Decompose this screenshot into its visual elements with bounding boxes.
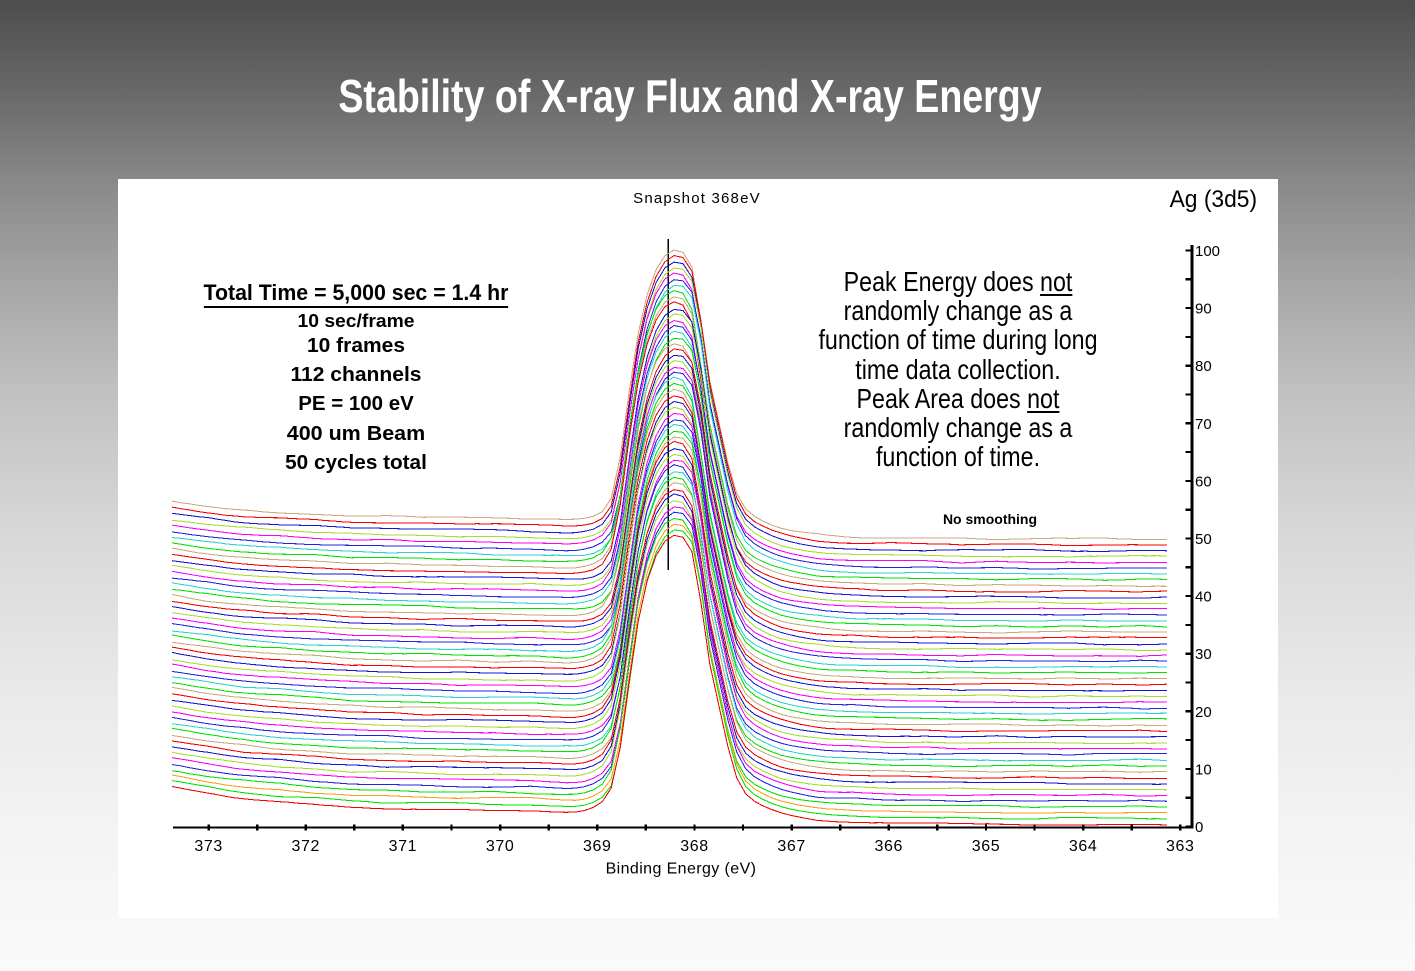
svg-text:80: 80 <box>1195 358 1212 375</box>
svg-text:365: 365 <box>972 838 1001 855</box>
svg-text:60: 60 <box>1195 473 1212 490</box>
svg-text:10: 10 <box>1195 761 1212 778</box>
svg-text:369: 369 <box>583 838 612 855</box>
svg-text:372: 372 <box>292 838 321 855</box>
svg-text:367: 367 <box>777 838 806 855</box>
svg-text:366: 366 <box>875 838 904 855</box>
svg-text:363: 363 <box>1166 838 1195 855</box>
svg-text:373: 373 <box>194 838 223 855</box>
svg-text:100: 100 <box>1195 243 1220 260</box>
svg-text:368: 368 <box>680 838 709 855</box>
svg-text:20: 20 <box>1195 704 1212 721</box>
svg-text:70: 70 <box>1195 416 1212 433</box>
svg-text:370: 370 <box>486 838 514 855</box>
svg-text:40: 40 <box>1195 589 1212 606</box>
svg-text:371: 371 <box>389 838 418 855</box>
svg-text:30: 30 <box>1195 646 1212 663</box>
svg-text:90: 90 <box>1195 301 1212 318</box>
svg-text:50: 50 <box>1195 531 1212 548</box>
svg-text:Binding Energy (eV): Binding Energy (eV) <box>606 861 757 878</box>
svg-text:0: 0 <box>1195 819 1203 836</box>
svg-text:364: 364 <box>1069 838 1098 855</box>
